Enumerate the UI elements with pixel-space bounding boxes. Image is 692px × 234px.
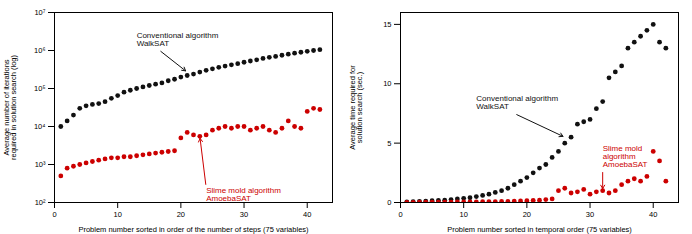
svg-text:Slime mold algorithmAmoebaSAT: Slime mold algorithmAmoebaSAT	[206, 186, 281, 203]
svg-text:Average number of iterationsre: Average number of iterationsrequired in …	[2, 54, 18, 160]
svg-text:10: 10	[114, 210, 122, 219]
svg-text:10⁷: 10⁷	[34, 8, 45, 17]
svg-text:Conventional algorithmWalkSAT: Conventional algorithmWalkSAT	[476, 94, 558, 111]
svg-text:10⁴: 10⁴	[34, 122, 46, 131]
svg-text:10⁵: 10⁵	[34, 84, 45, 93]
svg-text:10²: 10²	[35, 198, 46, 207]
svg-text:5: 5	[387, 139, 391, 148]
svg-text:30: 30	[586, 210, 594, 219]
svg-text:10⁶: 10⁶	[34, 46, 45, 55]
svg-text:0: 0	[398, 210, 402, 219]
svg-text:15: 15	[383, 20, 391, 29]
svg-text:30: 30	[240, 210, 248, 219]
svg-text:Slime moldalgorithmAmoebaSAT: Slime moldalgorithmAmoebaSAT	[603, 144, 648, 169]
svg-text:10³: 10³	[35, 160, 46, 169]
svg-text:0: 0	[52, 210, 56, 219]
svg-text:Problem number sorted in order: Problem number sorted in order of the nu…	[78, 225, 309, 234]
svg-text:0: 0	[387, 198, 391, 207]
svg-text:20: 20	[177, 210, 185, 219]
svg-text:10: 10	[383, 79, 391, 88]
svg-text:40: 40	[649, 210, 657, 219]
svg-text:40: 40	[303, 210, 311, 219]
svg-text:10: 10	[460, 210, 468, 219]
svg-text:Conventional algorithmWalkSAT: Conventional algorithmWalkSAT	[137, 31, 219, 48]
svg-text:Average time required forsolut: Average time required forsolution search…	[348, 65, 365, 150]
svg-text:Problem number sorted in tempo: Problem number sorted in temporal order …	[447, 225, 632, 234]
svg-text:20: 20	[523, 210, 531, 219]
